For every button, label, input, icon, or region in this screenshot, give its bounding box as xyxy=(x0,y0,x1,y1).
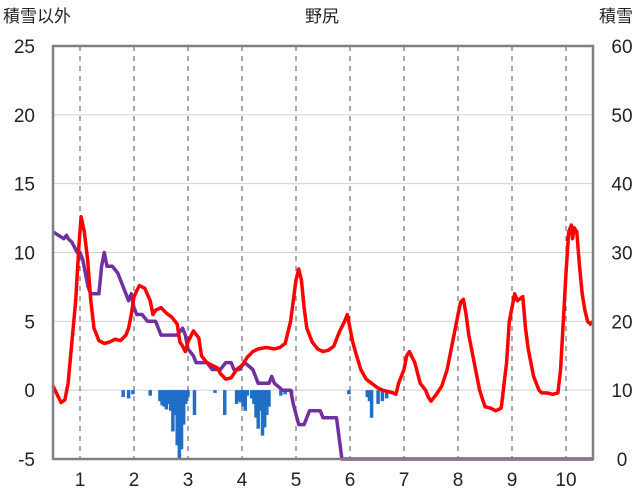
right-tick-label: 30 xyxy=(611,244,632,265)
precipitation-bar xyxy=(252,390,256,404)
precipitation-bar xyxy=(243,390,247,411)
precipitation-bar xyxy=(267,390,271,407)
precipitation-bar xyxy=(186,390,190,398)
precipitation-bar xyxy=(171,390,175,432)
precipitation-bar xyxy=(184,390,188,404)
precipitation-bar xyxy=(241,390,245,407)
precipitation-bar xyxy=(177,390,182,459)
x-tick-label: 7 xyxy=(399,470,410,491)
precipitation-bar xyxy=(162,390,166,407)
left-tick-label: 5 xyxy=(24,312,35,333)
precipitation-bar xyxy=(262,390,267,428)
precipitation-bar xyxy=(265,390,269,415)
precipitation-bar xyxy=(121,390,125,398)
right-axis-title: 積雪 xyxy=(599,7,633,27)
precipitation-bar xyxy=(254,390,258,418)
precipitation-bar xyxy=(256,390,260,429)
left-tick-label: 10 xyxy=(14,244,35,265)
precipitation-bar xyxy=(369,390,374,418)
precipitation-bar xyxy=(164,390,169,410)
precipitation-bar xyxy=(279,390,283,396)
precipitation-bar xyxy=(222,390,227,415)
precipitation-bar xyxy=(367,390,372,402)
x-tick-label: 2 xyxy=(129,470,140,491)
precipitation-bar xyxy=(365,390,370,398)
precipitation-bar xyxy=(347,390,351,395)
plot-frame xyxy=(51,44,595,461)
right-tick-label: 60 xyxy=(611,37,632,58)
precipitation-bar xyxy=(173,390,177,415)
x-tick-label: 4 xyxy=(237,470,248,491)
precipitation-bar xyxy=(384,390,389,399)
precipitation-bar xyxy=(283,390,287,395)
precipitation-bar xyxy=(160,390,164,406)
x-tick-label: 10 xyxy=(555,470,576,491)
precipitation-bar xyxy=(131,390,135,395)
chart-title: 野尻 xyxy=(305,7,339,27)
left-tick-label: 15 xyxy=(14,175,35,196)
left-tick-label: 0 xyxy=(24,381,35,402)
precipitation-bar xyxy=(148,390,152,396)
x-tick-label: 5 xyxy=(291,470,302,491)
precipitation-bar xyxy=(380,390,385,402)
precipitation-bar xyxy=(260,390,265,436)
x-tick-label: 3 xyxy=(183,470,194,491)
x-tick-label: 6 xyxy=(345,470,356,491)
precipitation-bar xyxy=(245,390,250,396)
right-tick-label: 50 xyxy=(611,106,632,127)
left-tick-label: -5 xyxy=(18,450,35,471)
right-tick-label: 10 xyxy=(611,381,632,402)
left-axis-title: 積雪以外 xyxy=(3,7,71,27)
precipitation-bar xyxy=(213,390,217,393)
x-tick-label: 9 xyxy=(507,470,518,491)
precipitation-bar xyxy=(158,390,162,402)
precipitation-bar xyxy=(192,390,197,415)
x-tick-label: 1 xyxy=(75,470,86,491)
right-tick-label: 40 xyxy=(611,175,632,196)
right-tick-label: 20 xyxy=(611,312,632,333)
precipitation-bar xyxy=(237,390,241,402)
left-tick-label: 20 xyxy=(14,106,35,127)
precipitation-bar xyxy=(258,390,263,411)
precipitation-bar xyxy=(239,390,243,403)
left-tick-label: 25 xyxy=(14,37,35,58)
precipitation-bar xyxy=(249,390,254,399)
precipitation-bar xyxy=(376,390,380,404)
precipitation-bar xyxy=(166,390,171,404)
right-tick-label: 0 xyxy=(617,450,628,471)
precipitation-bar xyxy=(181,390,186,425)
precipitation-bar xyxy=(234,390,239,404)
precipitation-bar xyxy=(126,390,131,399)
x-tick-label: 8 xyxy=(453,470,464,491)
temperature-line xyxy=(51,214,595,413)
precipitation-bar xyxy=(175,390,179,446)
precipitation-bar xyxy=(179,390,184,450)
precipitation-bar xyxy=(168,390,173,411)
